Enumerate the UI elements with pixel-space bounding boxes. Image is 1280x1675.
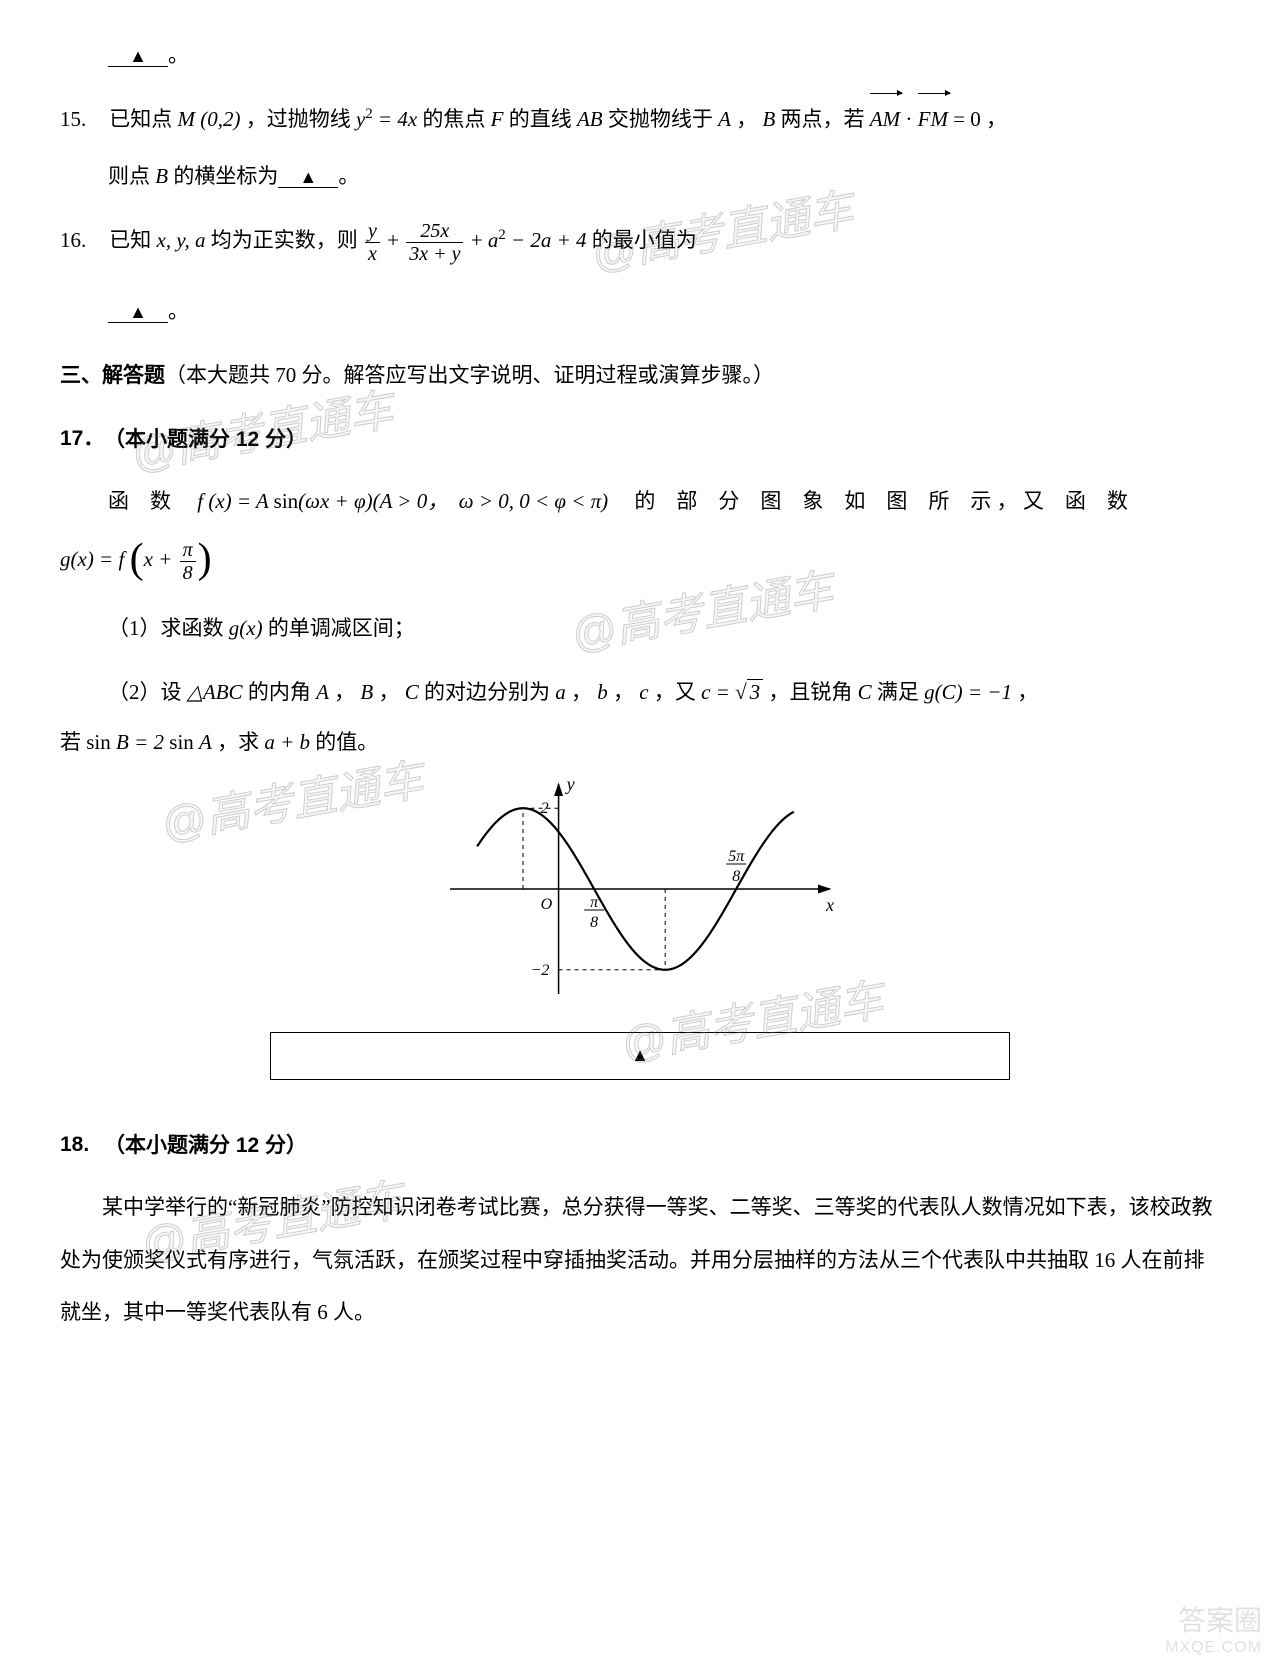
svg-text:5π: 5π — [728, 848, 745, 865]
vector-FM: FM — [918, 94, 948, 144]
blank-marker: ▲ — [108, 301, 168, 323]
q17-sub1: （1）求函数 g(x) 的单调减区间； — [60, 603, 1220, 653]
point-M: M (0,2) — [178, 107, 241, 131]
question-17: 17．（本小题满分 12 分） 函 数 f (x) = A sin(ωx + φ… — [60, 414, 1220, 1080]
q18-paragraph: 某中学举行的“新冠肺炎”防控知识闭卷考试比赛，总分获得一等奖、二等奖、三等奖的代… — [60, 1181, 1220, 1339]
svg-text:2: 2 — [541, 800, 549, 817]
gC-eq: g(C) = −1 — [924, 680, 1012, 704]
focus-F: F — [491, 107, 504, 131]
answer-box: ▲ — [270, 1032, 1010, 1080]
poly-a: a2 − 2a + 4 — [488, 228, 587, 252]
question-18: 18.（本小题满分 12 分） 某中学举行的“新冠肺炎”防控知识闭卷考试比赛，总… — [60, 1120, 1220, 1339]
q16-number: 16. — [60, 215, 104, 265]
q17-line1: 函 数 f (x) = A sin(ωx + φ)(A > 0， ω > 0, … — [60, 476, 1220, 526]
triangle-ABC: △ABC — [187, 680, 243, 704]
q17-sub2-line2: 若 sin B = 2 sin A ，求 a + b 的值。 — [60, 717, 1220, 767]
parabola-eqn: y2 = 4x — [356, 107, 422, 131]
q17-title: （本小题满分 12 分） — [104, 428, 307, 451]
frac-pi-8: π8 — [180, 539, 196, 584]
corner-line2: MXQE.COM — [1165, 1638, 1262, 1657]
vars-xya: x, y, a — [157, 228, 206, 252]
c-eq-sqrt3: c = √3 — [701, 680, 763, 704]
sinB-eq: sin B = 2 sin A — [86, 730, 212, 754]
q15-number: 15. — [60, 94, 104, 144]
section-3-title: 三、解答题 — [60, 363, 165, 387]
q15-line2: 则点 B 的横坐标为▲。 — [60, 151, 1220, 201]
sine-graph: 2 −2 Ox y π 8 5π 8 — [60, 774, 1220, 1022]
q18-title: （本小题满分 12 分） — [104, 1134, 307, 1157]
svg-text:−2: −2 — [531, 961, 550, 978]
q14-blank-line: ▲。 — [60, 30, 1220, 80]
right-paren-icon: ) — [198, 543, 212, 577]
q17-number: 17． — [60, 414, 104, 464]
answer-triangle-icon: ▲ — [631, 1033, 649, 1077]
period: 。 — [168, 43, 189, 67]
exam-page: ▲。 15. 已知点 M (0,2) ，过抛物线 y2 = 4x 的焦点 F 的… — [0, 0, 1280, 1675]
q16-blank-line: ▲。 — [60, 286, 1220, 336]
svg-text:8: 8 — [732, 868, 740, 885]
frac-25x-over-3xy: 25x3x + y — [406, 220, 463, 265]
q18-number: 18. — [60, 1120, 104, 1170]
question-16: 16. 已知 x, y, a 均为正实数，则 yx + 25x3x + y + … — [60, 215, 1220, 336]
svg-text:O: O — [541, 896, 553, 913]
svg-text:8: 8 — [590, 914, 598, 931]
vector-AM: AM — [870, 94, 900, 144]
corner-line1: 答案圈 — [1178, 1605, 1262, 1636]
fx-defn: f (x) = A sin(ωx + φ)(A > 0， ω > 0, 0 < … — [197, 489, 608, 513]
corner-watermark: 答案圈 MXQE.COM — [1165, 1604, 1262, 1657]
frac-y-over-x: yx — [365, 220, 380, 265]
question-15: 15. 已知点 M (0,2) ，过抛物线 y2 = 4x 的焦点 F 的直线 … — [60, 94, 1220, 201]
svg-text:x: x — [825, 895, 834, 915]
line-AB: AB — [577, 107, 603, 131]
sine-graph-svg: 2 −2 Ox y π 8 5π 8 — [430, 774, 850, 1004]
svg-text:π: π — [590, 894, 599, 911]
q17-sub2: （2）设 △ABC 的内角 A ， B ， C 的对边分别为 a ， b ， c… — [60, 667, 1220, 717]
blank-marker: ▲ — [108, 45, 168, 67]
svg-text:y: y — [565, 774, 575, 794]
section-3-heading: 三、解答题（本大题共 70 分。解答应写出文字说明、证明过程或演算步骤。） — [60, 350, 1220, 400]
section-3-note: （本大题共 70 分。解答应写出文字说明、证明过程或演算步骤。） — [165, 363, 774, 387]
blank-marker: ▲ — [278, 166, 338, 188]
q17-gx-defn: g(x) = f (x + π8) — [60, 534, 1220, 584]
q16-text: 已知 x, y, a 均为正实数，则 yx + 25x3x + y + a2 −… — [104, 228, 697, 252]
q15-text: 已知点 M (0,2) ，过抛物线 y2 = 4x 的焦点 F 的直线 AB 交… — [104, 107, 1007, 131]
left-paren-icon: ( — [130, 543, 144, 577]
